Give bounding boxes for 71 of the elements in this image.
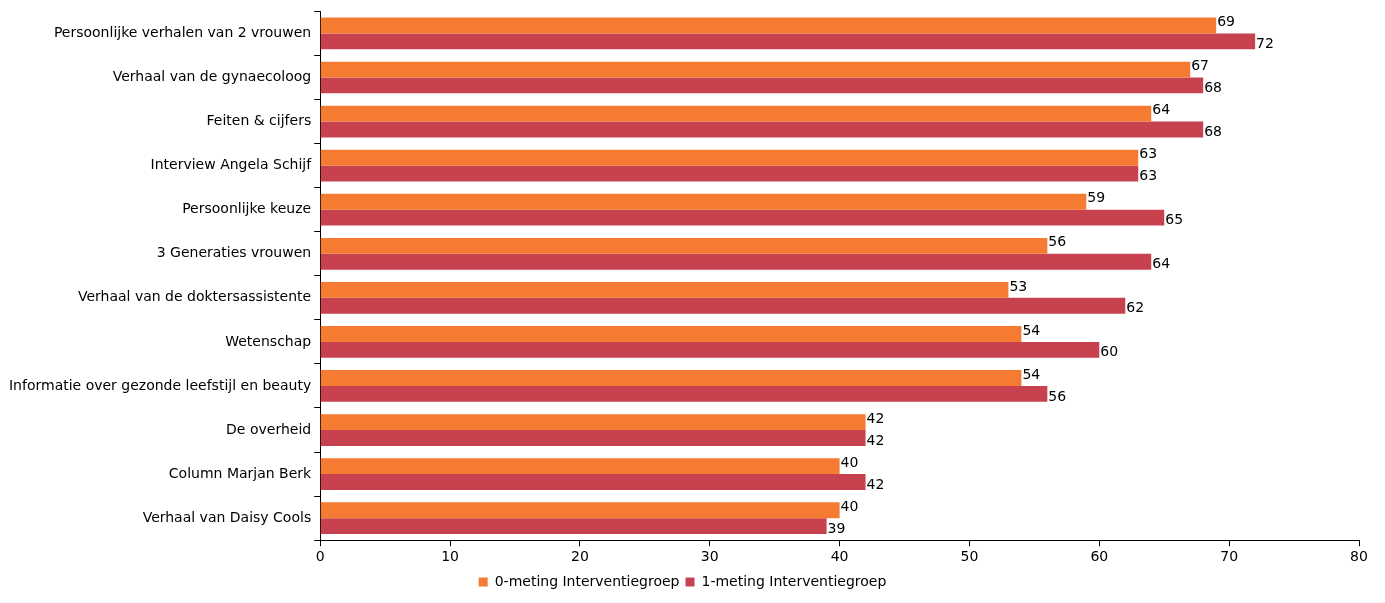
bar: [320, 502, 840, 519]
x-tick-label: 60: [1090, 548, 1109, 565]
bar: [320, 474, 866, 490]
x-tick-label: 50: [960, 548, 979, 565]
data-label: 64: [1152, 255, 1171, 272]
x-tick-label: 10: [441, 548, 459, 565]
x-tick-label: 40: [830, 548, 849, 565]
bar: [320, 518, 827, 535]
data-label: 63: [1139, 167, 1158, 184]
bar: [320, 165, 1139, 182]
data-label: 67: [1191, 57, 1210, 74]
legend-label: 0-meting Interventiegroep: [494, 572, 680, 589]
y-tick-label: Wetenschap: [225, 332, 312, 349]
data-label: 42: [866, 475, 885, 492]
y-tick-label: Interview Angela Schijf: [150, 156, 313, 173]
data-label: 72: [1256, 35, 1274, 52]
bar: [320, 281, 1009, 298]
x-tick-label: 80: [1350, 548, 1368, 565]
bar: [320, 105, 1152, 122]
data-label: 64: [1152, 101, 1171, 118]
y-tick-label: Feiten & cijfers: [206, 112, 312, 129]
data-label: 42: [866, 431, 885, 448]
data-label: 62: [1126, 299, 1145, 316]
legend-label: 1-meting Interventiegroep: [701, 572, 887, 589]
bar: [320, 33, 1256, 50]
data-label: 39: [827, 519, 846, 536]
y-tick-label: De overheid: [226, 420, 312, 437]
bar: [320, 17, 1217, 34]
data-label: 42: [866, 409, 885, 426]
bar: [320, 414, 866, 431]
y-tick-label: Informatie over gezonde leefstijl en beauty: [9, 376, 312, 393]
bar: [320, 121, 1204, 138]
bar: [320, 458, 840, 475]
y-tick-label: Persoonlijke verhalen van 2 vrouwen: [53, 24, 312, 41]
data-label: 40: [840, 453, 859, 470]
data-label: 59: [1087, 189, 1106, 206]
data-label: 69: [1217, 13, 1235, 30]
y-tick-label: Verhaal van de doktersassistente: [77, 288, 312, 305]
data-label: 68: [1204, 79, 1223, 96]
bar: [320, 77, 1204, 94]
bar: [320, 237, 1048, 254]
bar: [320, 193, 1087, 210]
bar: [320, 209, 1165, 226]
data-label: 53: [1009, 277, 1028, 294]
bar: [320, 385, 1048, 402]
bar: [320, 370, 1022, 386]
bar: [320, 61, 1191, 78]
data-label: 54: [1022, 365, 1041, 382]
data-label: 68: [1204, 123, 1223, 140]
data-label: 65: [1165, 211, 1184, 228]
x-tick-label: 70: [1220, 548, 1239, 565]
y-tick-label: Persoonlijke keuze: [182, 200, 312, 217]
y-tick-label: Verhaal van de gynaecoloog: [112, 68, 312, 85]
bar: [320, 326, 1022, 342]
data-label: 54: [1022, 321, 1041, 338]
data-label: 63: [1139, 145, 1158, 162]
x-tick-label: 0: [315, 548, 325, 565]
bar: [320, 149, 1139, 166]
bar: [320, 341, 1100, 358]
data-label: 56: [1048, 387, 1067, 404]
x-tick-label: 30: [700, 548, 719, 565]
data-label: 56: [1048, 233, 1067, 250]
bar: [320, 253, 1152, 270]
bar: [320, 430, 866, 446]
y-tick-label: Verhaal van Daisy Cools: [142, 508, 312, 525]
bar: [320, 297, 1126, 314]
data-label: 40: [840, 497, 859, 514]
x-tick-label: 20: [570, 548, 589, 565]
y-tick-label: Column Marjan Berk: [168, 464, 313, 481]
y-tick-label: 3 Generaties vrouwen: [156, 244, 312, 261]
data-label: 60: [1100, 343, 1119, 360]
